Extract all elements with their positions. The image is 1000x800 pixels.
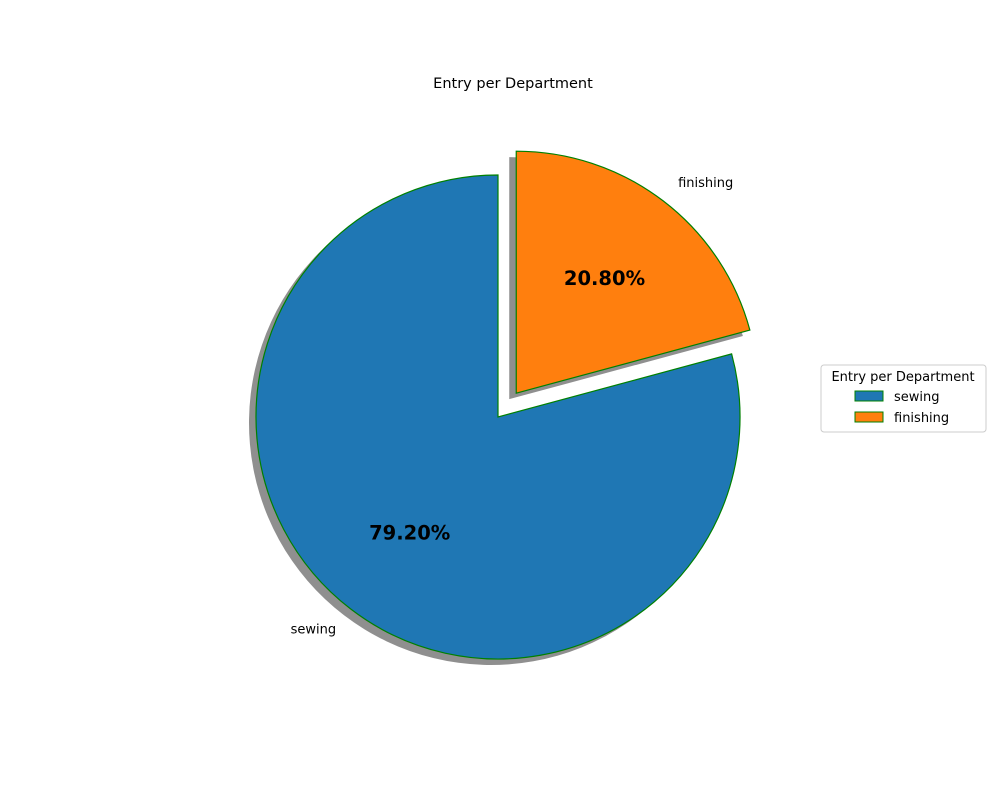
legend-title: Entry per Department [831, 370, 974, 385]
legend-label-finishing: finishing [894, 411, 949, 426]
slice-labels: sewing 79.20% finishing 20.80% [291, 176, 734, 638]
legend-swatch-finishing [854, 411, 884, 423]
percent-label-finishing: 20.80% [564, 267, 645, 290]
legend-swatch-sewing [854, 390, 884, 402]
percent-label-sewing: 79.20% [369, 521, 450, 544]
chart-title: Entry per Department [433, 76, 593, 92]
legend: Entry per Department sewing finishing [820, 364, 987, 433]
slice-label-finishing: finishing [678, 176, 733, 191]
slice-finishing [515, 150, 751, 394]
slice-label-sewing: sewing [291, 622, 337, 637]
slice-sewing [255, 174, 741, 660]
legend-label-sewing: sewing [894, 390, 940, 405]
legend-items: sewing finishing [854, 390, 949, 426]
slices [255, 150, 751, 660]
